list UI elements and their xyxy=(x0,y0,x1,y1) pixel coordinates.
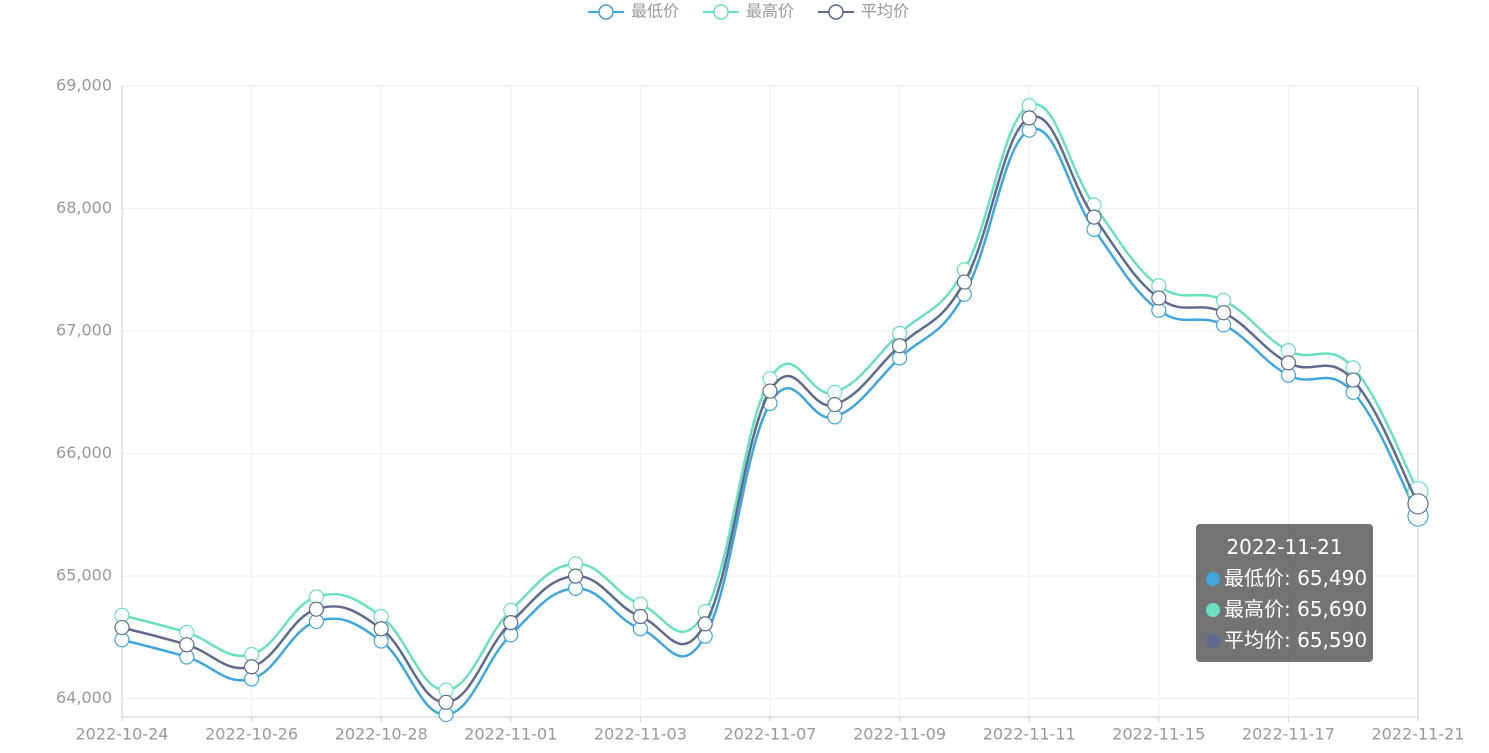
tooltip-dot xyxy=(1206,634,1220,648)
x-tick-label: 2022-11-15 xyxy=(1112,725,1205,744)
tooltip-dot xyxy=(1206,572,1220,586)
point xyxy=(956,274,973,290)
y-tick-label: 64,000 xyxy=(56,688,112,707)
point xyxy=(503,615,519,631)
point xyxy=(1021,110,1037,126)
legend-label: 平均价 xyxy=(861,2,909,21)
x-tick-label: 2022-11-21 xyxy=(1372,725,1465,744)
x-tick-label: 2022-11-03 xyxy=(594,725,687,744)
tooltip-row: 平均价: 65,590 xyxy=(1206,625,1367,656)
tooltip-dot xyxy=(1206,603,1220,617)
point xyxy=(373,621,389,637)
point xyxy=(1215,305,1232,321)
legend-label: 最高价 xyxy=(746,2,794,21)
tooltip-title: 2022-11-21 xyxy=(1226,535,1343,559)
point xyxy=(244,659,260,675)
tooltip-row: 最低价: 65,490 xyxy=(1206,563,1367,594)
y-tick-label: 67,000 xyxy=(56,321,112,340)
point xyxy=(114,619,130,636)
point xyxy=(697,616,713,632)
point xyxy=(179,637,195,653)
x-tick-label: 2022-10-28 xyxy=(335,725,428,744)
legend-symbol xyxy=(598,4,614,20)
y-tick-label: 65,000 xyxy=(56,566,112,585)
legend-symbol xyxy=(713,4,729,20)
x-tick-label: 2022-11-01 xyxy=(464,725,557,744)
tooltip-row: 最高价: 65,690 xyxy=(1206,594,1367,625)
point xyxy=(1280,355,1297,371)
point xyxy=(1407,493,1429,515)
x-tick-label: 2022-10-26 xyxy=(205,725,298,744)
x-tick-label: 2022-11-07 xyxy=(724,725,817,744)
point xyxy=(762,383,778,399)
y-tick-label: 68,000 xyxy=(56,198,112,217)
point xyxy=(567,568,584,584)
point xyxy=(1151,290,1167,306)
point xyxy=(308,601,324,617)
y-tick-label: 69,000 xyxy=(56,76,112,95)
legend-symbol xyxy=(828,4,844,20)
legend-label: 最低价 xyxy=(631,2,679,21)
point xyxy=(632,608,649,625)
tooltip: 2022-11-21 最低价: 65,490 最高价: 65,690 平均价: 65… xyxy=(1196,524,1373,662)
x-tick-label: 2022-11-17 xyxy=(1242,725,1335,744)
point xyxy=(891,338,908,354)
y-tick-label: 66,000 xyxy=(56,443,112,462)
point xyxy=(1345,372,1361,388)
point xyxy=(438,694,454,710)
point xyxy=(827,396,843,413)
x-tick-label: 2022-10-24 xyxy=(76,725,169,744)
x-tick-label: 2022-11-09 xyxy=(853,725,946,744)
tooltip-text: 最低价: 65,490 xyxy=(1224,566,1368,590)
tooltip-text: 平均价: 65,590 xyxy=(1224,628,1368,652)
x-tick-label: 2022-11-11 xyxy=(983,725,1076,744)
tooltip-text: 最高价: 65,690 xyxy=(1224,597,1368,621)
point xyxy=(1086,209,1102,225)
